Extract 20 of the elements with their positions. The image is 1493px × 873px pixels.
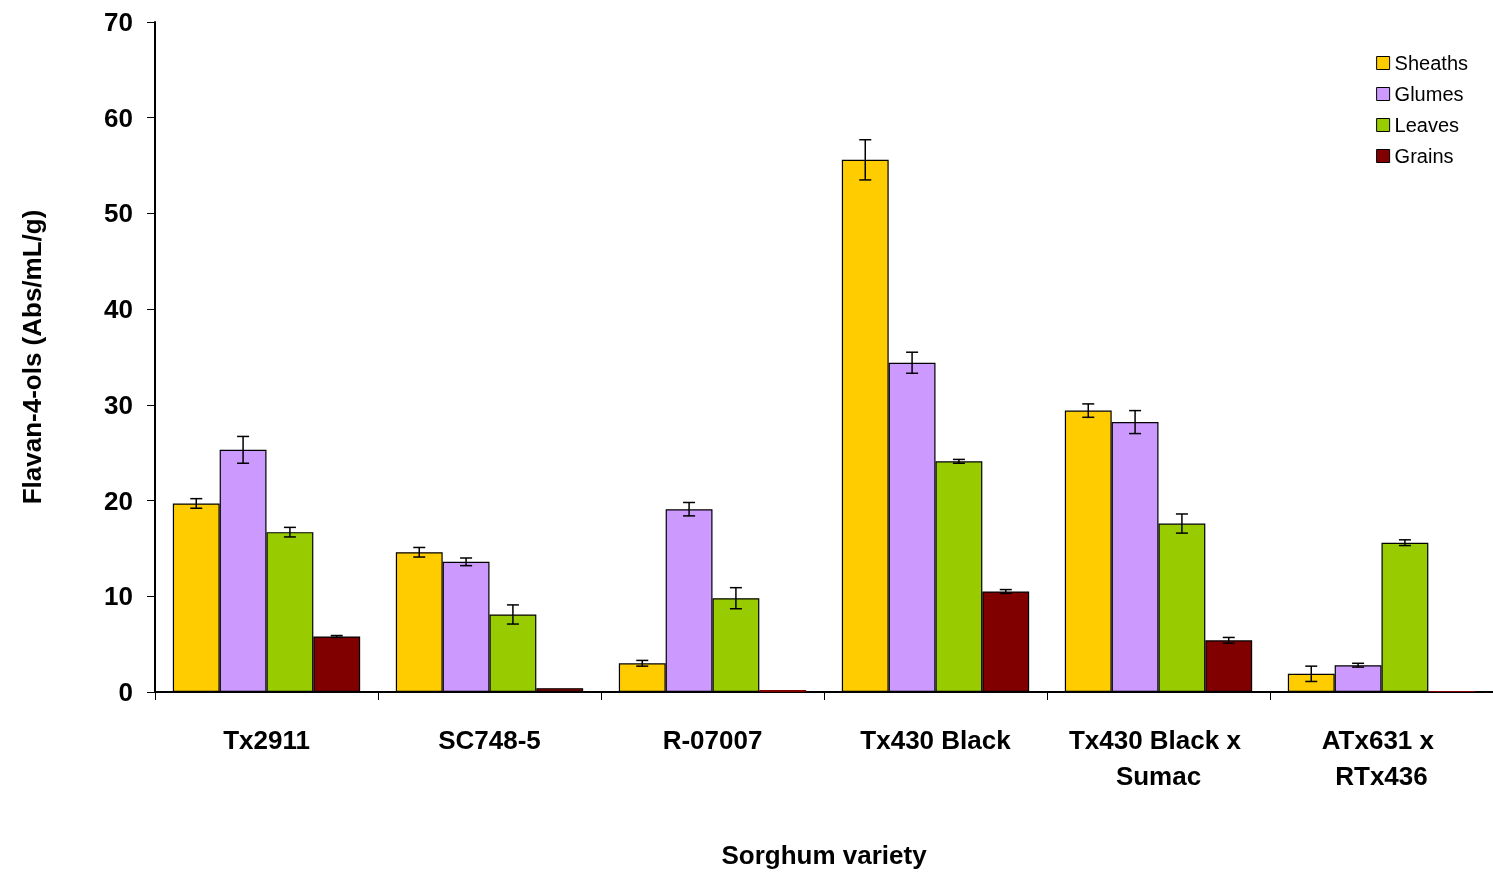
x-tick-label: Tx430 Black: [860, 725, 1012, 755]
x-tick-label: Tx430 Black x Sumac: [1068, 725, 1249, 791]
y-tick-label: 20: [104, 485, 133, 516]
x-tick-label: ATx631 x RTx436: [1321, 725, 1442, 791]
y-tick-label: 0: [118, 677, 133, 707]
x-tick-label: Tx2911: [223, 725, 310, 755]
legend-label: Leaves: [1394, 114, 1460, 136]
y-axis-title: Flavan-4-ols (Abs/mL/g): [17, 209, 47, 505]
x-axis-title: Sorghum variety: [721, 840, 928, 870]
y-tick-label: 60: [104, 102, 133, 133]
legend-label: Grains: [1394, 145, 1454, 167]
y-tick-label: 30: [104, 389, 133, 420]
y-tick-label: 10: [104, 581, 133, 612]
legend-label: Sheaths: [1394, 52, 1468, 74]
x-tick-label: R-07007: [662, 725, 763, 755]
y-tick-label: 50: [104, 198, 133, 229]
x-tick-label: SC748-5: [438, 725, 541, 755]
legend-label: Glumes: [1394, 83, 1464, 105]
y-tick-label: 70: [104, 7, 133, 37]
y-tick-label: 40: [104, 294, 133, 325]
